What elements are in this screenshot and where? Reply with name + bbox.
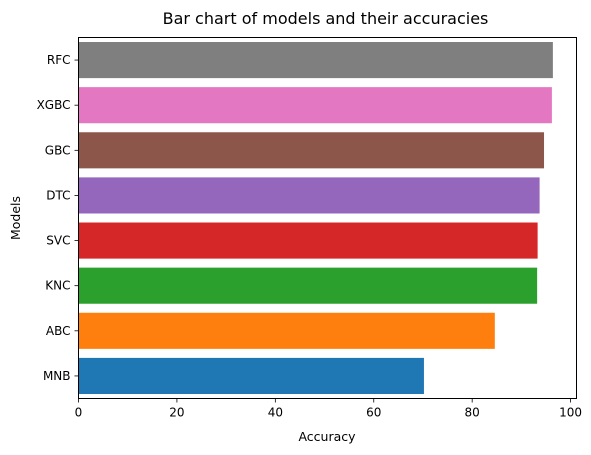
x-tick-label: 100 bbox=[559, 406, 582, 420]
x-tick-label: 80 bbox=[465, 406, 480, 420]
bar-svc bbox=[78, 222, 538, 259]
y-tick-label: RFC bbox=[47, 53, 71, 67]
x-tick-label: 40 bbox=[268, 406, 283, 420]
x-axis-ticks: 0 20 40 60 80 100 bbox=[75, 398, 582, 420]
bar-xgbc bbox=[78, 87, 552, 124]
y-tick-label: GBC bbox=[45, 143, 71, 157]
y-tick-label: MNB bbox=[43, 369, 71, 383]
bars-group bbox=[78, 42, 553, 394]
y-axis-label: Models bbox=[8, 196, 23, 240]
plot-frame bbox=[78, 37, 577, 399]
y-tick-label: ABC bbox=[46, 324, 71, 338]
bar-knc bbox=[78, 267, 538, 304]
bar-dtc bbox=[78, 177, 540, 214]
bar-abc bbox=[78, 312, 495, 349]
y-tick-label: SVC bbox=[46, 234, 70, 248]
chart-title: Bar chart of models and their accuracies bbox=[163, 9, 489, 28]
x-tick-label: 0 bbox=[75, 406, 83, 420]
bar-rfc bbox=[78, 42, 553, 79]
y-tick-label: KNC bbox=[45, 279, 70, 293]
x-tick-label: 20 bbox=[169, 406, 184, 420]
y-tick-label: DTC bbox=[46, 188, 70, 202]
x-axis-label: Accuracy bbox=[298, 429, 356, 444]
x-tick-label: 60 bbox=[366, 406, 381, 420]
y-tick-label: XGBC bbox=[37, 98, 71, 112]
bar-gbc bbox=[78, 132, 545, 169]
bar-mnb bbox=[78, 357, 424, 394]
y-axis-ticks: MNB ABC KNC SVC DTC GBC XGBC RFC bbox=[37, 53, 79, 383]
